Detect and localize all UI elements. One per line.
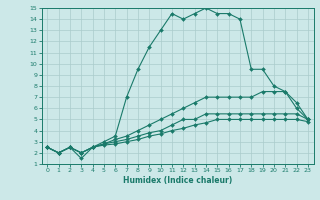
X-axis label: Humidex (Indice chaleur): Humidex (Indice chaleur) bbox=[123, 176, 232, 185]
